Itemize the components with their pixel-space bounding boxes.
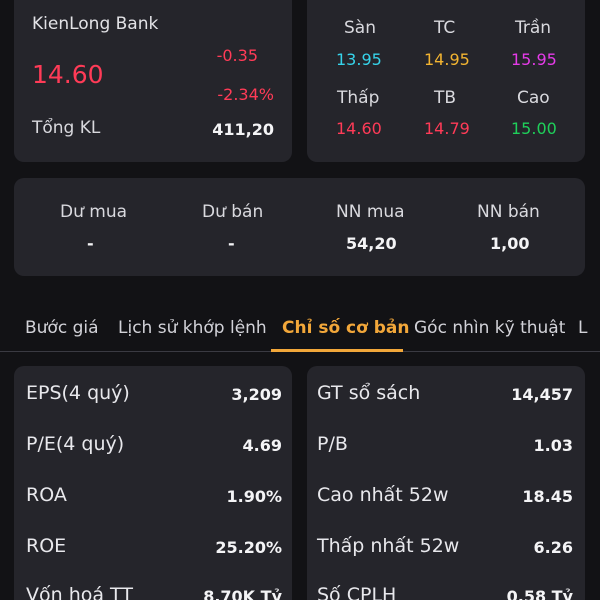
price-change: -0.35	[216, 46, 258, 65]
sell-surplus-value: -	[228, 234, 235, 253]
metric-value: 1.90%	[226, 487, 282, 506]
tab-fundamentals[interactable]: Chỉ số cơ bản	[282, 318, 410, 338]
price-change-percent: -2.34%	[217, 85, 274, 104]
floor-label: Sàn	[344, 18, 376, 38]
buy-surplus-value: -	[87, 234, 94, 253]
orders-card: Dư mua Dư bán NN mua NN bán - - 54,20 1,…	[14, 178, 585, 276]
quote-card: KienLong Bank 14.60 -0.35 -2.34% Tổng KL…	[14, 0, 292, 162]
foreign-buy-label: NN mua	[336, 202, 405, 222]
metric-value: 8.70K Tỷ	[203, 587, 282, 600]
metric-value: 0.58 Tỷ	[506, 587, 573, 600]
metric-label: P/E(4 quý)	[26, 433, 125, 455]
high-value: 15.00	[511, 119, 557, 138]
average-value: 14.79	[424, 119, 470, 138]
reference-value: 14.95	[424, 50, 470, 69]
metric-value: 25.20%	[215, 538, 282, 557]
tab-more[interactable]: L	[578, 318, 588, 338]
foreign-buy-value: 54,20	[346, 234, 397, 253]
metric-label: EPS(4 quý)	[26, 382, 130, 404]
sell-surplus-label: Dư bán	[202, 202, 264, 222]
ceiling-value: 15.95	[511, 50, 557, 69]
metrics-right-card: GT sổ sách 14,457 P/B 1.03 Cao nhất 52w …	[307, 366, 585, 600]
metric-label: GT sổ sách	[317, 382, 421, 404]
ceiling-label: Trần	[515, 18, 552, 38]
tab-match-history[interactable]: Lịch sử khớp lệnh	[118, 318, 267, 338]
metric-label: Cao nhất 52w	[317, 484, 449, 506]
metric-value: 18.45	[522, 487, 573, 506]
metric-value: 4.69	[242, 436, 282, 455]
buy-surplus-label: Dư mua	[60, 202, 128, 222]
tab-step-price[interactable]: Bước giá	[25, 318, 99, 338]
metric-label: Vốn hoá TT	[26, 584, 133, 600]
tab-technical-view[interactable]: Góc nhìn kỹ thuật	[414, 318, 566, 338]
high-label: Cao	[517, 88, 550, 108]
average-label: TB	[434, 88, 457, 108]
metric-label: ROA	[26, 484, 67, 506]
metric-label: Số CPLH	[317, 584, 397, 600]
volume-label: Tổng KL	[32, 118, 101, 138]
metric-value: 1.03	[533, 436, 573, 455]
foreign-sell-value: 1,00	[490, 234, 530, 253]
metric-label: ROE	[26, 535, 67, 557]
metrics-left-card: EPS(4 quý) 3,209 P/E(4 quý) 4.69 ROA 1.9…	[14, 366, 292, 600]
reference-label: TC	[434, 18, 456, 38]
metric-value: 6.26	[533, 538, 573, 557]
low-value: 14.60	[336, 119, 382, 138]
metric-label: P/B	[317, 433, 348, 455]
metric-value: 3,209	[231, 385, 282, 404]
foreign-sell-label: NN bán	[477, 202, 540, 222]
metric-value: 14,457	[511, 385, 573, 404]
metric-label: Thấp nhất 52w	[317, 535, 460, 557]
volume-value: 411,20	[212, 120, 274, 139]
reference-prices-card: Sàn TC Trần 13.95 14.95 15.95 Thấp TB Ca…	[307, 0, 585, 162]
active-tab-indicator	[271, 349, 403, 352]
bank-name: KienLong Bank	[32, 14, 159, 34]
floor-value: 13.95	[336, 50, 382, 69]
current-price: 14.60	[32, 60, 104, 89]
low-label: Thấp	[337, 88, 380, 108]
